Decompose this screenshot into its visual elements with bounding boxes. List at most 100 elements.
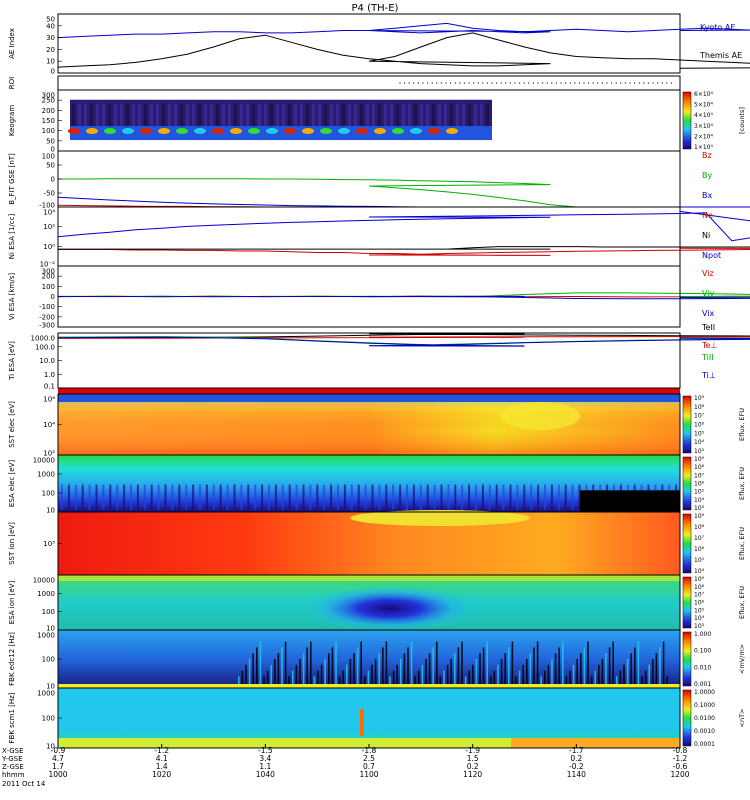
esa_e-stripe xyxy=(247,484,250,511)
roi-dot xyxy=(427,82,429,84)
bfield-ytick: 100 xyxy=(42,153,55,161)
fbk_e-burst xyxy=(299,659,301,688)
x-axis-tick-y: 4.1 xyxy=(156,754,168,763)
fbk_b-colorbar xyxy=(682,689,692,747)
keogram-streak xyxy=(270,103,273,131)
fbk_e-burst xyxy=(608,647,611,688)
legend-tipar: TiII xyxy=(701,353,714,362)
fbk_b-colorbar-tick: 0.0010 xyxy=(694,728,715,735)
roi-dot xyxy=(436,82,438,84)
fbk_e-burst xyxy=(396,664,398,688)
sst_i-colorbar-tick: 10⁵ xyxy=(694,557,705,564)
fbk_e-burst xyxy=(572,664,575,688)
esa_e-stripe xyxy=(330,484,333,511)
x-axis-tick-t: 1200 xyxy=(670,770,689,779)
sst_e-colorbar-tick: 10³ xyxy=(694,448,705,455)
keogram-streak xyxy=(234,103,237,131)
keogram-aurora-spot xyxy=(266,128,278,135)
fbk_e-burst xyxy=(382,647,384,688)
keogram-colorbar-tick: 2×10⁴ xyxy=(694,133,713,140)
esa_e-stripe xyxy=(357,484,360,511)
keogram-streak xyxy=(78,103,81,131)
legend-tell: TeII xyxy=(701,323,715,332)
esa_e-stripe xyxy=(550,484,553,511)
roi-dot xyxy=(583,82,585,84)
keogram-aurora-spot xyxy=(86,128,98,135)
esa_e-stripe xyxy=(240,484,243,511)
esa_e-stripe xyxy=(95,484,98,511)
fbk_e-burst xyxy=(619,670,622,688)
esa_e-stripe xyxy=(468,484,471,511)
fbk_e-burst xyxy=(493,670,496,688)
fbk_e-burst xyxy=(616,676,618,688)
legend-labels: Kyoto AE Themis AE Bz By Bx Ne Ni Npot V… xyxy=(699,23,742,380)
esa_e-stripe xyxy=(254,484,257,511)
fbk_e-burst xyxy=(652,659,654,688)
fbk_e-burst xyxy=(655,653,658,688)
esa_e-dark-region xyxy=(580,490,680,512)
keogram-streak xyxy=(402,103,405,131)
sst_i-colorbar-tick: 10⁷ xyxy=(694,535,705,542)
roi-dot xyxy=(463,82,465,84)
esa_e-stripe xyxy=(261,484,264,511)
esa_e-stripe xyxy=(74,484,77,511)
keogram-streak xyxy=(210,103,213,131)
x-axis-tick-x: -1.7 xyxy=(569,746,584,755)
esa_e-stripe xyxy=(544,484,546,511)
keogram-streak xyxy=(240,103,243,131)
esa_e-stripe xyxy=(509,484,512,511)
fbk_e-burst xyxy=(626,659,629,688)
fbk_e-burst xyxy=(302,653,305,688)
keogram-colorbar-tick: 6×10⁴ xyxy=(694,91,713,98)
roi-dot xyxy=(523,82,525,84)
roi-dot xyxy=(459,82,461,84)
roi-dot xyxy=(647,82,650,84)
esa_e-stripe xyxy=(226,484,229,511)
roi-dot xyxy=(551,82,553,84)
keogram-streak xyxy=(384,103,387,131)
esa_e-stripe xyxy=(192,484,195,511)
keogram-streak xyxy=(318,103,321,131)
fbk_e-burst xyxy=(486,641,488,688)
keogram-streak xyxy=(282,103,285,131)
fbk_e-burst xyxy=(648,664,650,688)
roi-dot xyxy=(652,82,654,84)
fbk_e-burst xyxy=(439,676,442,688)
roi-dot xyxy=(666,82,668,84)
x-axis-tick-x: -1.2 xyxy=(154,746,169,755)
fbk_e-burst xyxy=(385,641,388,688)
esa_e-stripe xyxy=(440,484,443,511)
fbk_b-ytick: 10 xyxy=(46,743,55,751)
keogram-colorbar-tick: 1×10⁴ xyxy=(694,144,713,151)
keogram-streak xyxy=(336,103,339,131)
esa_e-stripe xyxy=(288,484,291,511)
temperature-flag-bar xyxy=(58,388,680,394)
x-axis-tick-t: 1040 xyxy=(256,770,275,779)
fbk_e-burst xyxy=(295,664,298,688)
esa_e-stripe xyxy=(557,484,560,511)
x-axis-tick-z: 0.7 xyxy=(363,762,375,771)
keogram-streak xyxy=(108,103,111,131)
roi-dot xyxy=(528,82,530,84)
temperature-ytick: 1.0 xyxy=(44,371,55,379)
fbk_e-burst xyxy=(284,641,287,688)
fbk_e-burst xyxy=(414,676,416,688)
ae-series-kyoto-ae xyxy=(57,22,750,39)
temperature-ytick: 1000.0 xyxy=(31,335,56,343)
esa_i-colorbar-tick: 10⁴ xyxy=(694,615,705,622)
fbk_e-burst xyxy=(662,641,665,688)
keogram-aurora-spot xyxy=(140,128,152,135)
fbk_e-burst xyxy=(522,664,524,688)
fbk_e-burst xyxy=(263,676,265,688)
keogram-aurora-spot xyxy=(122,128,134,135)
esa_e-stripe xyxy=(212,484,215,511)
esa_e-stripe xyxy=(426,484,429,511)
sst_e-ylabel: SST elec [eV] xyxy=(8,401,16,448)
fbk_e-burst xyxy=(310,641,312,688)
esa_e-ytick: 100 xyxy=(42,490,55,498)
bfield-ytick: 50 xyxy=(46,162,55,170)
sst_e-blob xyxy=(500,402,580,430)
esa_e-stripe xyxy=(530,484,533,511)
velocity-series-vx xyxy=(57,295,750,300)
